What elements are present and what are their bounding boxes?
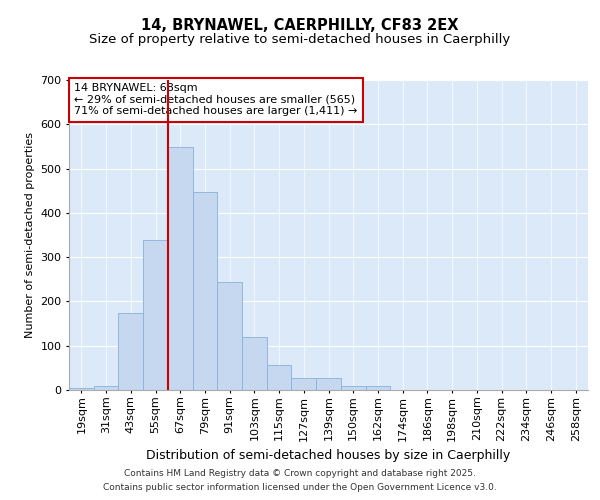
Bar bbox=[193, 192, 217, 390]
Bar bbox=[365, 386, 390, 390]
Bar bbox=[267, 365, 292, 390]
Bar bbox=[118, 312, 143, 390]
Bar bbox=[69, 388, 94, 390]
Text: 14 BRYNAWEL: 68sqm
← 29% of semi-detached houses are smaller (565)
71% of semi-d: 14 BRYNAWEL: 68sqm ← 29% of semi-detache… bbox=[74, 83, 358, 116]
Text: Contains public sector information licensed under the Open Government Licence v3: Contains public sector information licen… bbox=[103, 484, 497, 492]
Bar bbox=[292, 378, 316, 390]
Text: Contains HM Land Registry data © Crown copyright and database right 2025.: Contains HM Land Registry data © Crown c… bbox=[124, 468, 476, 477]
Bar bbox=[143, 240, 168, 390]
Text: Size of property relative to semi-detached houses in Caerphilly: Size of property relative to semi-detach… bbox=[89, 32, 511, 46]
Bar bbox=[94, 386, 118, 390]
Bar bbox=[168, 148, 193, 390]
Bar bbox=[217, 282, 242, 390]
X-axis label: Distribution of semi-detached houses by size in Caerphilly: Distribution of semi-detached houses by … bbox=[146, 449, 511, 462]
Bar bbox=[316, 378, 341, 390]
Bar bbox=[242, 337, 267, 390]
Text: 14, BRYNAWEL, CAERPHILLY, CF83 2EX: 14, BRYNAWEL, CAERPHILLY, CF83 2EX bbox=[141, 18, 459, 32]
Y-axis label: Number of semi-detached properties: Number of semi-detached properties bbox=[25, 132, 35, 338]
Bar bbox=[341, 386, 365, 390]
